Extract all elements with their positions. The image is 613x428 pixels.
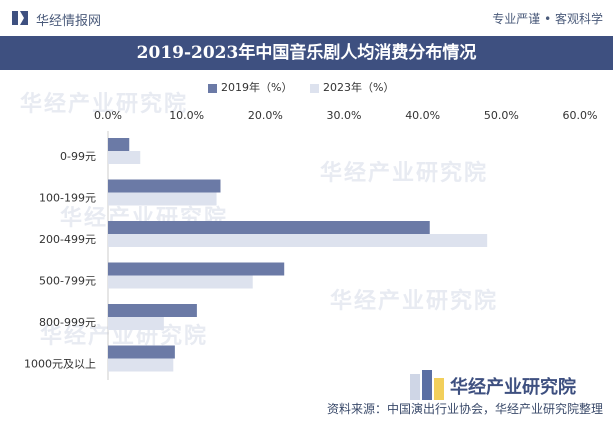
x-tick-label: 10.0%: [169, 109, 204, 122]
brand-name: 华经情报网: [36, 14, 102, 29]
legend-swatch-2023: [309, 83, 319, 93]
watermark: 华经产业研究院: [330, 289, 499, 314]
bar-2019: [108, 179, 221, 193]
x-tick-label: 40.0%: [405, 109, 440, 122]
top-bar: 华经情报网 专业严谨 • 客观科学: [0, 0, 613, 36]
x-tick-label: 60.0%: [563, 109, 598, 122]
bar-2019: [108, 262, 285, 276]
bar-2019: [108, 304, 197, 317]
category-label: 100-199元: [39, 191, 96, 204]
category-label: 1000元及以上: [24, 357, 96, 370]
footer-logo-icon: [410, 370, 444, 400]
x-tick-label: 30.0%: [327, 109, 362, 122]
bar-2023: [108, 151, 141, 164]
bar-2023: [108, 234, 488, 247]
bar-2023: [108, 275, 253, 289]
category-label: 200-499元: [39, 233, 96, 246]
legend: 2019年（%） 2023年（%）: [208, 79, 408, 95]
bar-2019: [108, 345, 175, 359]
title-bar: [0, 36, 613, 70]
watermark: 华经产业研究院: [320, 161, 489, 186]
data-source: 资料来源：中国演出行业协会，华经产业研究院整理: [326, 402, 603, 416]
bar-2019: [108, 221, 430, 234]
bar-2023: [108, 317, 164, 330]
category-label: 0-99元: [60, 150, 96, 163]
x-tick-label: 50.0%: [484, 109, 519, 122]
category-label: 800-999元: [39, 316, 96, 329]
logo-icon: [12, 11, 28, 25]
watermark: 华经产业研究院: [20, 92, 189, 117]
legend-swatch-2019: [208, 83, 217, 93]
category-label: 500-799元: [39, 274, 96, 287]
legend-item-2023: 2023年（%）: [309, 79, 395, 95]
legend-label-2023: 2023年（%）: [322, 81, 395, 94]
chart-title: 2019-2023年中国音乐剧人均消费分布情况: [136, 43, 477, 63]
x-tick-label: 20.0%: [248, 109, 283, 122]
bar-chart: 0.0% 10.0% 20.0% 30.0% 40.0% 50.0% 60.0% 0-99元 1…: [24, 109, 598, 380]
bar-2023: [108, 358, 174, 372]
legend-label-2019: 2019年（%）: [221, 81, 293, 94]
x-tick-label: 0.0%: [94, 109, 122, 122]
bar-2019: [108, 138, 130, 151]
footer-brand: 华经产业研究院: [450, 377, 576, 398]
bar-2023: [108, 192, 217, 206]
legend-item-2019: 2019年（%）: [208, 79, 292, 95]
slogan: 专业严谨 • 客观科学: [492, 12, 603, 26]
